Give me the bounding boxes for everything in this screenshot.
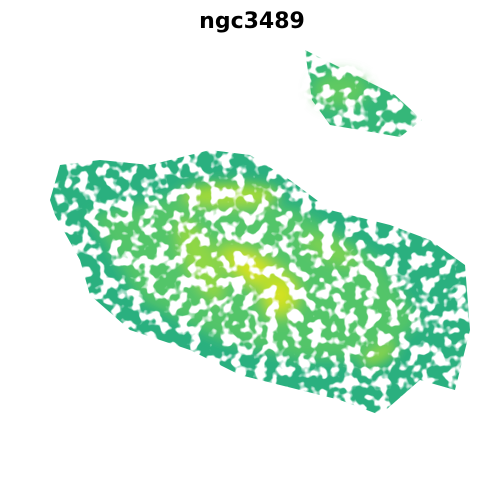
galaxy-map: [50, 50, 470, 415]
title: ngc3489: [199, 9, 305, 34]
